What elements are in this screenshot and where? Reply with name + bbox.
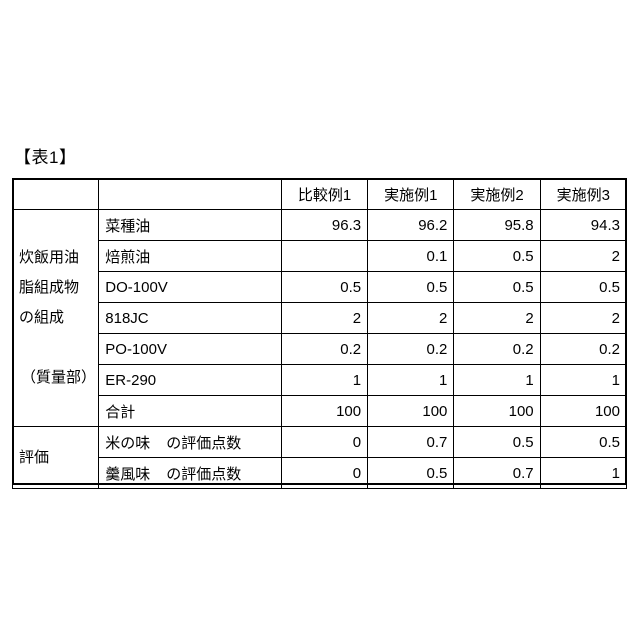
row-label-rice-taste-suffix: の評価点数 (166, 434, 242, 452)
row-label-rice-taste: 米の味 (105, 434, 151, 452)
row-label-aroma-flavor-suffix: の評価点数 (166, 465, 242, 483)
cell-rice-taste-comparative-1: 0 (280, 426, 369, 458)
table-row: 合計 100 100 100 100 (13, 395, 628, 427)
cell-total-example-2: 100 (453, 395, 541, 427)
row-label-po-100v: PO-100V (98, 333, 282, 365)
table-row: 羹風味 の評価点数 0 0.5 0.7 1 (13, 457, 628, 489)
composition-table: 比較例1 実施例1 実施例2 実施例3 炊飯用油 脂組成物 の組成 （質量部） … (11, 178, 628, 489)
cell-roasted-oil-example-1: 0.1 (367, 240, 455, 272)
cell-aroma-flavor-comparative-1: 0 (280, 457, 369, 489)
cell-rice-taste-example-1: 0.7 (367, 426, 455, 458)
cell-rapeseed-oil-example-3: 94.3 (539, 209, 628, 241)
group-label-composition: 炊飯用油 脂組成物 の組成 （質量部） (11, 209, 100, 427)
row-label-er-290: ER-290 (98, 364, 282, 396)
row-label-roasted-oil: 焙煎油 (98, 240, 282, 272)
cell-po-100v-comparative-1: 0.2 (280, 333, 369, 365)
row-label-rapeseed-oil: 菜種油 (98, 209, 282, 241)
group-label-line-2: 脂組成物 (19, 279, 80, 296)
cell-818jc-example-2: 2 (453, 302, 541, 334)
cell-er-290-example-3: 1 (539, 364, 628, 396)
group-label-line-3: の組成 (19, 309, 65, 326)
cell-aroma-flavor-example-2: 0.7 (453, 457, 541, 489)
row-label-do-100v: DO-100V (98, 271, 282, 303)
table-row: DO-100V 0.5 0.5 0.5 0.5 (13, 271, 628, 303)
cell-po-100v-example-1: 0.2 (367, 333, 455, 365)
header-cell-example-1: 実施例1 (367, 178, 455, 210)
row-label-818jc: 818JC (98, 302, 282, 334)
cell-er-290-example-2: 1 (453, 364, 541, 396)
cell-rapeseed-oil-example-1: 96.2 (367, 209, 455, 241)
group-label-line-1: 炊飯用油 (19, 249, 80, 266)
table-row: 焙煎油 0.1 0.5 2 (13, 240, 628, 272)
table-caption: 【表1】 (14, 148, 77, 167)
row-label-aroma-flavor-score: 羹風味 の評価点数 (98, 457, 282, 489)
header-cell-item-blank (98, 178, 282, 210)
cell-po-100v-example-2: 0.2 (453, 333, 541, 365)
cell-total-example-1: 100 (367, 395, 455, 427)
header-cell-comparative-1: 比較例1 (280, 178, 369, 210)
row-label-total: 合計 (98, 395, 282, 427)
cell-818jc-example-1: 2 (367, 302, 455, 334)
group-label-evaluation: 評価 (11, 426, 100, 489)
cell-818jc-example-3: 2 (539, 302, 628, 334)
cell-do-100v-comparative-1: 0.5 (280, 271, 369, 303)
group-label-line-5: （質量部） (21, 369, 97, 386)
cell-total-example-3: 100 (539, 395, 628, 427)
row-label-aroma-flavor: 羹風味 (105, 465, 151, 483)
header-cell-example-3: 実施例3 (539, 178, 628, 210)
row-label-rice-taste-score: 米の味 の評価点数 (98, 426, 282, 458)
cell-roasted-oil-example-2: 0.5 (453, 240, 541, 272)
group-label-evaluation-text: 評価 (19, 448, 50, 466)
header-cell-example-2: 実施例2 (453, 178, 541, 210)
cell-rapeseed-oil-example-2: 95.8 (453, 209, 541, 241)
cell-roasted-oil-example-3: 2 (539, 240, 628, 272)
cell-do-100v-example-2: 0.5 (453, 271, 541, 303)
cell-roasted-oil-comparative-1 (280, 240, 369, 272)
cell-po-100v-example-3: 0.2 (539, 333, 628, 365)
cell-er-290-comparative-1: 1 (280, 364, 369, 396)
cell-aroma-flavor-example-1: 0.5 (367, 457, 455, 489)
cell-total-comparative-1: 100 (280, 395, 369, 427)
table-row: ER-290 1 1 1 1 (13, 364, 628, 396)
header-cell-group-blank (11, 178, 100, 210)
cell-do-100v-example-3: 0.5 (539, 271, 628, 303)
cell-rice-taste-example-3: 0.5 (539, 426, 628, 458)
cell-rice-taste-example-2: 0.5 (453, 426, 541, 458)
table-header-row: 比較例1 実施例1 実施例2 実施例3 (11, 178, 628, 210)
table-row: PO-100V 0.2 0.2 0.2 0.2 (13, 333, 628, 365)
cell-818jc-comparative-1: 2 (280, 302, 369, 334)
table-row: 炊飯用油 脂組成物 の組成 （質量部） 菜種油 96.3 96.2 95.8 9… (11, 209, 628, 427)
table-row: 評価 米の味 の評価点数 0 0.7 0.5 0.5 (11, 426, 628, 489)
cell-aroma-flavor-example-3: 1 (539, 457, 628, 489)
cell-rapeseed-oil-comparative-1: 96.3 (280, 209, 369, 241)
cell-er-290-example-1: 1 (367, 364, 455, 396)
table-row: 818JC 2 2 2 2 (13, 302, 628, 334)
cell-do-100v-example-1: 0.5 (367, 271, 455, 303)
